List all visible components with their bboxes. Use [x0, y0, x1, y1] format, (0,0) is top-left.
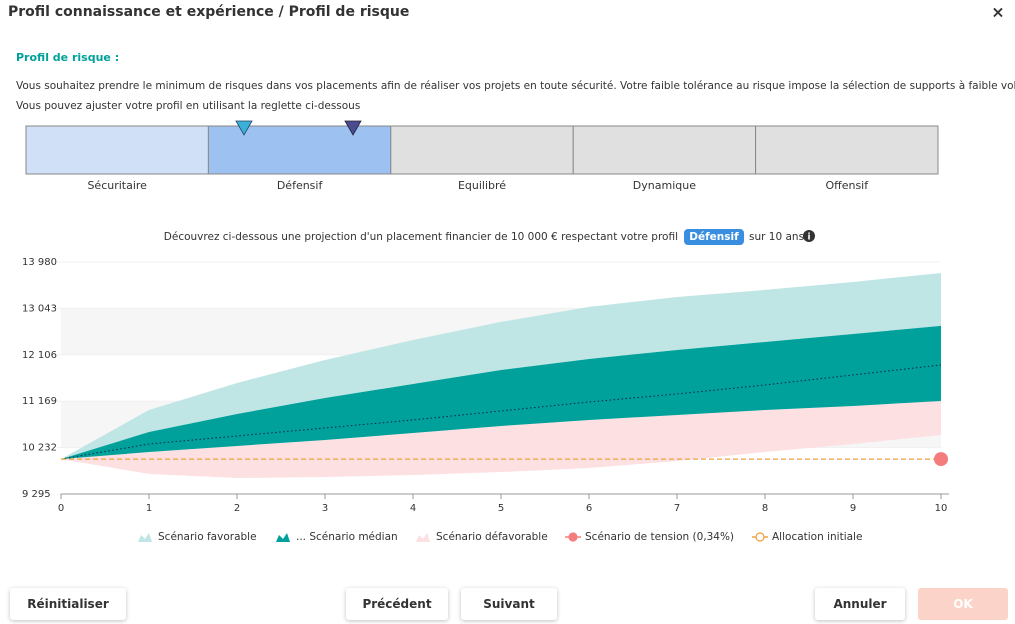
y-tick-label: 12 106	[22, 350, 57, 361]
x-tick-label: 1	[146, 503, 152, 514]
ruler-segment[interactable]	[390, 125, 574, 175]
x-tick-label: 3	[322, 503, 328, 514]
ruler-segment[interactable]	[572, 125, 757, 175]
info-i: i	[807, 233, 810, 243]
y-tick-label: 9 295	[22, 489, 51, 500]
favorable-area	[61, 272, 941, 460]
marker[interactable]	[344, 120, 362, 136]
button[interactable]: OK	[918, 588, 1008, 620]
x-tick-label: 8	[762, 503, 768, 514]
hint: Vous pouvez ajuster votre profil en util…	[16, 100, 360, 112]
button[interactable]: Précédent	[346, 588, 448, 620]
x-tick-label: 2	[234, 503, 240, 514]
legend-label[interactable]: Scénario de tension (0,34%)	[585, 531, 734, 543]
ruler-label: Offensif	[825, 179, 869, 192]
info-icon[interactable]	[803, 230, 815, 242]
x-tick-label: 0	[58, 503, 64, 514]
title: Profil connaissance et expérience / Prof…	[8, 4, 409, 20]
x-tick-label: 10	[935, 503, 948, 514]
x-tick-label: 9	[850, 503, 856, 514]
close[interactable]: ×	[991, 3, 1004, 22]
legend-icon	[568, 532, 578, 542]
marker[interactable]	[235, 120, 253, 136]
legend-label[interactable]: ... Scénario médian	[296, 531, 398, 543]
badge-bg	[684, 229, 744, 245]
ruler-segment[interactable]	[207, 125, 392, 175]
projection-text: Découvrez ci-dessous une projection d'un…	[164, 231, 678, 243]
projection-suffix: sur 10 ans	[749, 231, 804, 243]
badge: Défensif	[689, 231, 739, 243]
x-tick-label: 5	[498, 503, 504, 514]
button[interactable]: Suivant	[461, 588, 557, 620]
legend-label[interactable]: Allocation initiale	[772, 531, 862, 543]
ruler-label: Sécuritaire	[87, 179, 147, 192]
legend-icon	[416, 533, 430, 542]
y-tick-label: 10 232	[22, 443, 57, 454]
tension-point	[934, 452, 948, 467]
button[interactable]: Annuler	[815, 588, 905, 620]
ruler-label: Défensif	[277, 179, 324, 192]
ruler-segment[interactable]	[755, 125, 939, 175]
ruler-segment[interactable]	[25, 125, 209, 175]
median-area	[61, 325, 941, 460]
x-tick-label: 6	[586, 503, 592, 514]
legend-icon	[138, 533, 152, 542]
ruler-label: Dynamique	[633, 179, 696, 192]
ruler-label: Equilibré	[458, 179, 506, 192]
y-tick-label: 13 043	[22, 303, 57, 314]
button[interactable]: Réinitialiser	[10, 588, 126, 620]
x-tick-label: 4	[410, 503, 416, 514]
legend-label[interactable]: Scénario défavorable	[436, 531, 548, 543]
median-line	[60, 364, 942, 460]
y-tick-label: 11 169	[22, 396, 57, 407]
legend-icon	[755, 532, 765, 542]
x-tick-label: 7	[674, 503, 680, 514]
description: Vous souhaitez prendre le minimum de ris…	[16, 80, 1015, 92]
y-tick-label: 13 980	[22, 257, 57, 268]
legend-icon	[276, 533, 290, 542]
section-label: Profil de risque :	[16, 51, 119, 64]
legend-label[interactable]: Scénario favorable	[158, 531, 257, 543]
